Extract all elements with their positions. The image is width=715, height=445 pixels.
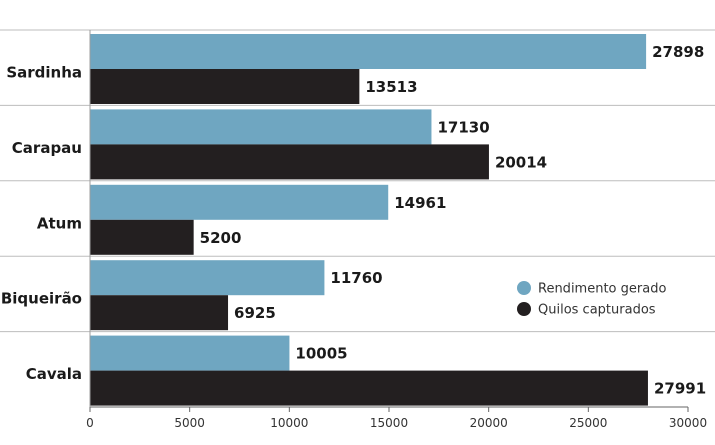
bar-quilos-capturados-cavala bbox=[90, 370, 648, 406]
legend: Rendimento gerado Quilos capturados bbox=[517, 281, 666, 318]
bar-rendimento-gerado-carapau bbox=[90, 109, 432, 145]
bar-rendimento-gerado-biqueirao bbox=[90, 260, 325, 296]
value-label-rendimento-gerado-cavala: 10005 bbox=[295, 345, 347, 363]
bar-rendimento-gerado-sardinha bbox=[90, 34, 647, 69]
value-label-rendimento-gerado-carapau: 17130 bbox=[437, 118, 489, 136]
category-label-cavala: Cavala bbox=[26, 365, 82, 383]
x-tick-label-25000: 25000 bbox=[569, 416, 607, 430]
category-label-biqueirao: Biqueirão bbox=[1, 290, 82, 308]
legend-label-quilos-capturados: Quilos capturados bbox=[538, 303, 656, 318]
bar-quilos-capturados-carapau bbox=[90, 144, 489, 180]
value-labels: 27898 13513 17130 20014 14961 5200 11760 6925 10… bbox=[200, 43, 706, 398]
value-label-quilos-capturados-atum: 5200 bbox=[200, 229, 242, 247]
legend-label-rendimento-gerado: Rendimento gerado bbox=[538, 282, 666, 297]
value-label-quilos-capturados-carapau: 20014 bbox=[495, 153, 547, 171]
category-separators bbox=[0, 29, 715, 333]
value-label-rendimento-gerado-atum: 14961 bbox=[394, 194, 446, 212]
x-tick-label-15000: 15000 bbox=[370, 416, 408, 430]
category-label-carapau: Carapau bbox=[12, 139, 82, 157]
category-label-sardinha: Sardinha bbox=[6, 64, 82, 82]
bar-rendimento-gerado-atum bbox=[90, 184, 389, 220]
value-label-quilos-capturados-cavala: 27991 bbox=[654, 380, 706, 398]
legend-swatch-rendimento-gerado bbox=[517, 281, 531, 295]
category-label-atum: Atum bbox=[37, 214, 82, 232]
bar-quilos-capturados-atum bbox=[90, 219, 194, 255]
x-tick-label-10000: 10000 bbox=[270, 416, 308, 430]
x-tick-label-0: 0 bbox=[86, 416, 94, 430]
x-tick-label-20000: 20000 bbox=[470, 416, 508, 430]
value-label-rendimento-gerado-sardinha: 27898 bbox=[652, 43, 704, 61]
legend-swatch-quilos-capturados bbox=[517, 302, 531, 316]
value-label-quilos-capturados-biqueirao: 6925 bbox=[234, 304, 276, 322]
x-axis: 0 5000 10000 15000 20000 25000 30000 bbox=[86, 30, 707, 430]
bar-quilos-capturados-sardinha bbox=[90, 69, 360, 104]
value-label-rendimento-gerado-biqueirao: 11760 bbox=[330, 269, 382, 287]
value-label-quilos-capturados-sardinha: 13513 bbox=[365, 78, 417, 96]
category-labels: Sardinha Carapau Atum Biqueirão Cavala bbox=[1, 64, 82, 384]
bar-rendimento-gerado-cavala bbox=[90, 335, 290, 371]
bars bbox=[90, 34, 648, 406]
x-tick-label-5000: 5000 bbox=[174, 416, 205, 430]
x-tick-label-30000: 30000 bbox=[669, 416, 707, 430]
bar-quilos-capturados-biqueirao bbox=[90, 295, 229, 331]
